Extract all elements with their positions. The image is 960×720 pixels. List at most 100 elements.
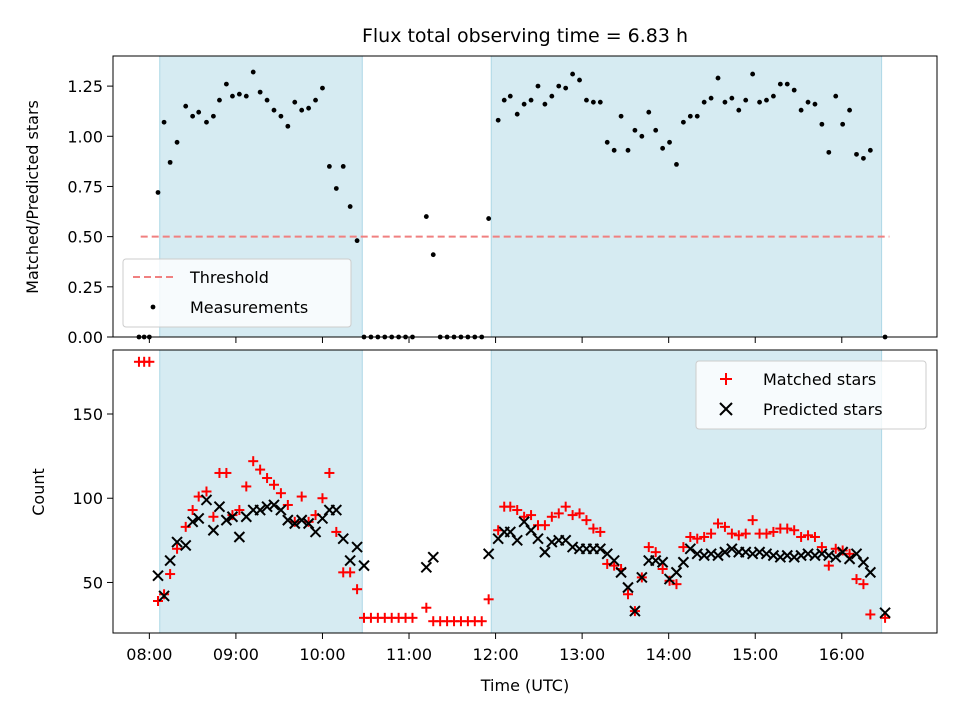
x-b: [698, 549, 710, 562]
predicted-star-point: [677, 556, 690, 568]
x-b: [518, 516, 530, 528]
measurement-point: [347, 204, 353, 209]
matched-star-point: [865, 609, 876, 620]
matched-star-point: [282, 499, 293, 510]
x-b: [788, 551, 800, 563]
measurement-point: [285, 123, 291, 129]
measurement-point: [306, 105, 312, 111]
measurement-point: [757, 99, 762, 105]
matched-star-point: [505, 501, 516, 512]
matched-star-point: [657, 563, 668, 574]
x-b: [649, 554, 662, 567]
matched-star-point: [553, 508, 564, 519]
measurement-point: [190, 113, 196, 119]
predicted-star-point: [192, 512, 205, 525]
x-tick-label: 11:00: [386, 645, 432, 664]
predicted-star-point: [482, 548, 495, 560]
x-b: [594, 543, 607, 555]
x-b: [511, 534, 523, 547]
matched-star-point: [539, 520, 550, 531]
x-b: [309, 526, 322, 538]
x-b: [295, 514, 308, 526]
matched-star-point: [816, 542, 827, 553]
legend-measurements-label: Measurements: [190, 298, 308, 317]
measurement-point: [340, 163, 346, 169]
measurement-point: [333, 186, 339, 191]
top-legend-box: [122, 258, 352, 328]
x-b: [316, 512, 329, 525]
x-b: [525, 524, 537, 536]
predicted-star-point: [525, 524, 537, 536]
x-tick-label: 14:00: [646, 645, 692, 664]
matched-star-point: [526, 510, 537, 521]
matched-star-point: [208, 511, 219, 522]
measurement-point: [771, 93, 776, 99]
predicted-star-point: [795, 549, 807, 562]
x-b: [200, 494, 213, 506]
predicted-star-point: [233, 531, 246, 543]
matched-star-point: [296, 491, 307, 502]
legend-matched-swatch: [720, 373, 732, 385]
measurement-point: [161, 119, 167, 125]
predicted-star-point: [802, 548, 814, 560]
x-b: [152, 570, 164, 582]
predicted-star-point: [857, 556, 870, 568]
x-b: [830, 551, 842, 563]
predicted-star-point: [594, 543, 607, 555]
predicted-star-point: [254, 504, 266, 516]
x-b: [275, 504, 287, 516]
x-b: [330, 504, 343, 516]
x-b: [691, 548, 703, 560]
matched-star-point: [588, 523, 599, 534]
predicted-star-point: [309, 526, 322, 538]
x-b: [504, 526, 516, 538]
predicted-star-point: [746, 548, 759, 560]
predicted-star-point: [351, 541, 363, 553]
matched-star-point: [678, 542, 689, 553]
bottom-panel: 50 100 150 08:00 09:00 10:00 11:00 12:00 13:00 1…: [29, 349, 938, 695]
measurement-point: [867, 147, 873, 153]
predicted-star-point: [420, 561, 433, 574]
x-b: [268, 499, 280, 511]
predicted-star-point: [753, 546, 766, 558]
x-tick-label: 16:00: [819, 645, 865, 664]
measurement-point: [423, 214, 429, 219]
measurement-point: [549, 93, 555, 99]
predicted-star-point: [344, 554, 356, 567]
x-b: [774, 551, 787, 563]
predicted-star-point: [691, 548, 703, 560]
measurement-point: [320, 85, 325, 91]
predicted-star-point: [684, 543, 697, 555]
measurement-point: [743, 97, 749, 103]
matched-star-point: [789, 525, 800, 536]
matched-star-point: [268, 479, 279, 490]
predicted-star-point: [816, 548, 828, 560]
x-b: [753, 546, 766, 558]
matched-star-point: [761, 528, 772, 539]
x-b: [705, 548, 717, 560]
legend-predicted-label: Predicted stars: [763, 400, 883, 419]
bottom-legend-box: [695, 360, 927, 430]
x-b: [179, 539, 192, 552]
measurement-point: [597, 99, 603, 105]
x-b: [726, 543, 738, 555]
legend-matched-label: Matched stars: [763, 370, 876, 389]
x-axis-title: Time (UTC): [480, 676, 569, 695]
matched-star-point: [165, 569, 176, 580]
x-b: [427, 551, 439, 563]
predicted-star-point: [511, 534, 523, 547]
measurement-point: [639, 133, 645, 139]
measurement-point: [833, 93, 839, 99]
measurement-point: [667, 139, 672, 145]
matched-star-point: [262, 473, 273, 484]
predicted-star-point: [698, 549, 710, 562]
measurement-point: [217, 97, 222, 103]
predicted-star-point: [788, 551, 800, 563]
matched-star-point: [671, 579, 682, 590]
matched-star-point: [809, 531, 820, 542]
matched-star-point: [546, 511, 557, 522]
predicted-star-point: [615, 566, 627, 579]
x-b: [186, 516, 199, 528]
top-shade-1: [491, 56, 882, 337]
measurement-point: [577, 77, 582, 83]
